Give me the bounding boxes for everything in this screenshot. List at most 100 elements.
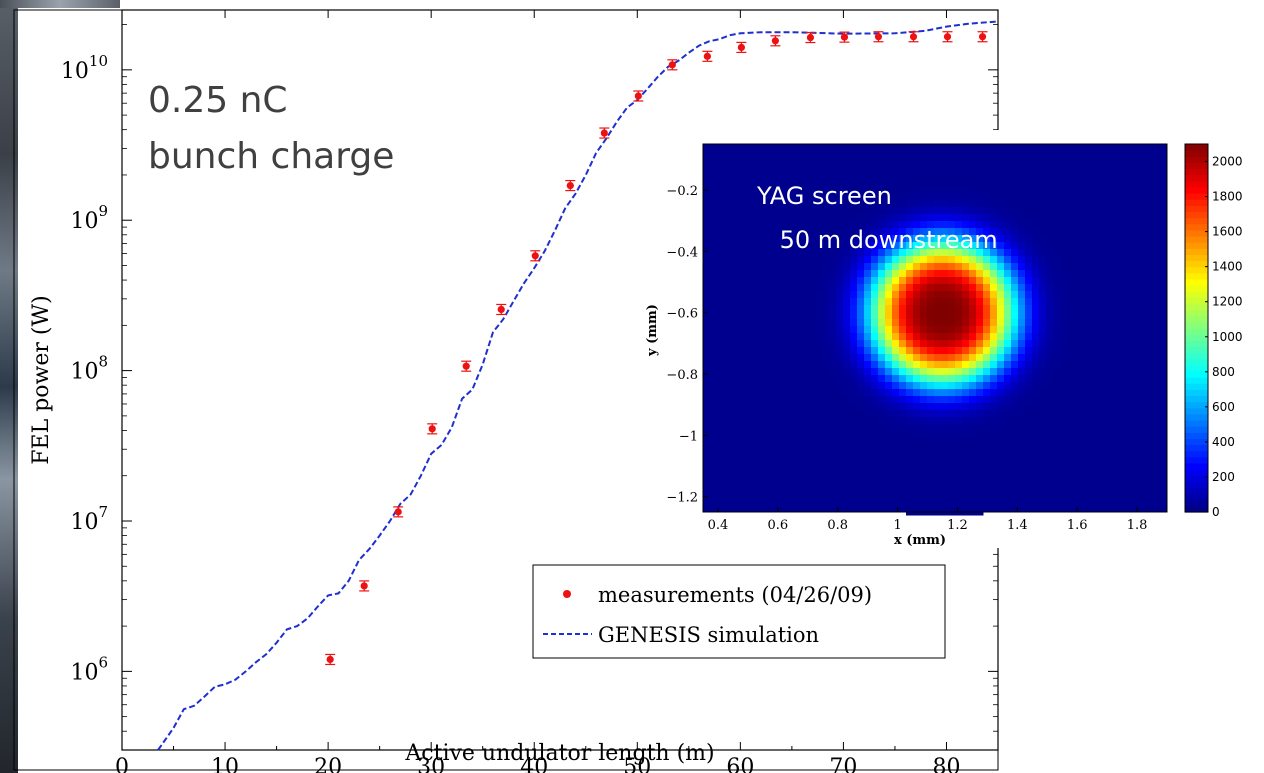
heatmap-cell <box>1116 319 1124 327</box>
heatmap-cell <box>1060 270 1068 278</box>
heatmap-cell <box>976 389 984 397</box>
heatmap-cell <box>885 319 893 327</box>
heatmap-cell <box>997 193 1005 201</box>
heatmap-cell <box>920 242 928 250</box>
heatmap-cell <box>766 291 774 299</box>
heatmap-cell <box>885 305 893 313</box>
heatmap-cell <box>871 249 879 257</box>
heatmap-cell <box>885 487 893 495</box>
heatmap-cell <box>836 186 844 194</box>
heatmap-cell <box>836 382 844 390</box>
heatmap-cell <box>836 270 844 278</box>
heatmap-cell <box>997 354 1005 362</box>
heatmap-cell <box>941 298 949 306</box>
heatmap-cell <box>794 193 802 201</box>
heatmap-cell <box>780 263 788 271</box>
heatmap-cell <box>920 270 928 278</box>
heatmap-cell <box>864 487 872 495</box>
heatmap-cell <box>836 158 844 166</box>
heatmap-cell <box>808 305 816 313</box>
heatmap-cell <box>864 291 872 299</box>
heatmap-cell <box>1109 242 1117 250</box>
heatmap-cell <box>906 200 914 208</box>
heatmap-cell <box>1025 277 1033 285</box>
heatmap-cell <box>1095 354 1103 362</box>
heatmap-cell <box>1102 424 1110 432</box>
heatmap-cell <box>766 403 774 411</box>
heatmap-cell <box>892 207 900 215</box>
heatmap-cell <box>927 347 935 355</box>
heatmap-cell <box>948 375 956 383</box>
heatmap-cell <box>1004 249 1012 257</box>
heatmap-cell <box>857 158 865 166</box>
heatmap-cell <box>787 312 795 320</box>
heatmap-cell <box>1088 438 1096 446</box>
heatmap-cell <box>1130 354 1138 362</box>
heatmap-cell <box>780 305 788 313</box>
heatmap-cell <box>955 172 963 180</box>
heatmap-cell <box>941 186 949 194</box>
heatmap-cell <box>1081 291 1089 299</box>
heatmap-cell <box>899 319 907 327</box>
heatmap-cell <box>962 256 970 264</box>
colorbar-segment <box>1185 413 1208 421</box>
heatmap-cell <box>850 445 858 453</box>
heatmap-cell <box>1011 375 1019 383</box>
heatmap-cell <box>948 417 956 425</box>
heatmap-cell <box>983 410 991 418</box>
colorbar-tick-label: 1200 <box>1212 295 1243 309</box>
heatmap-cell <box>1130 361 1138 369</box>
heatmap-cell <box>1032 382 1040 390</box>
heatmap-cell <box>948 410 956 418</box>
heatmap-cell <box>906 319 914 327</box>
heatmap-cell <box>1053 305 1061 313</box>
heatmap-cell <box>983 333 991 341</box>
heatmap-cell <box>885 452 893 460</box>
heatmap-cell <box>1060 438 1068 446</box>
heatmap-cell <box>1102 368 1110 376</box>
heatmap-cell <box>822 193 830 201</box>
heatmap-cell <box>857 298 865 306</box>
heatmap-cell <box>1053 165 1061 173</box>
heatmap-cell <box>780 277 788 285</box>
heatmap-cell <box>941 319 949 327</box>
heatmap-cell <box>864 326 872 334</box>
heatmap-cell <box>759 277 767 285</box>
heatmap-cell <box>941 354 949 362</box>
heatmap-cell <box>1032 242 1040 250</box>
heatmap-cell <box>829 256 837 264</box>
heatmap-cell <box>878 375 886 383</box>
heatmap-cell <box>934 151 942 159</box>
heatmap-cell <box>1095 333 1103 341</box>
heatmap-cell <box>815 151 823 159</box>
measurement-marker <box>326 655 334 664</box>
heatmap-cell <box>1053 326 1061 334</box>
heatmap-cell <box>878 270 886 278</box>
heatmap-cell <box>871 305 879 313</box>
heatmap-cell <box>850 389 858 397</box>
heatmap-cell <box>1039 144 1047 152</box>
heatmap-cell <box>969 144 977 152</box>
heatmap-cell <box>906 361 914 369</box>
heatmap-cell <box>1088 228 1096 236</box>
heatmap-cell <box>990 487 998 495</box>
heatmap-cell <box>871 228 879 236</box>
heatmap-cell <box>759 333 767 341</box>
heatmap-cell <box>948 207 956 215</box>
heatmap-cell <box>878 179 886 187</box>
heatmap-cell <box>1018 389 1026 397</box>
heatmap-cell <box>920 151 928 159</box>
heatmap-cell <box>1018 424 1026 432</box>
heatmap-cell <box>801 179 809 187</box>
heatmap-cell <box>941 291 949 299</box>
heatmap-cell <box>1102 200 1110 208</box>
heatmap-cell <box>997 410 1005 418</box>
heatmap-cell <box>857 480 865 488</box>
heatmap-cell <box>885 438 893 446</box>
heatmap-cell <box>1025 235 1033 243</box>
heatmap-cell <box>1095 375 1103 383</box>
heatmap-cell <box>1081 403 1089 411</box>
heatmap-cell <box>1088 249 1096 257</box>
heatmap-cell <box>808 242 816 250</box>
heatmap-cell <box>1004 179 1012 187</box>
